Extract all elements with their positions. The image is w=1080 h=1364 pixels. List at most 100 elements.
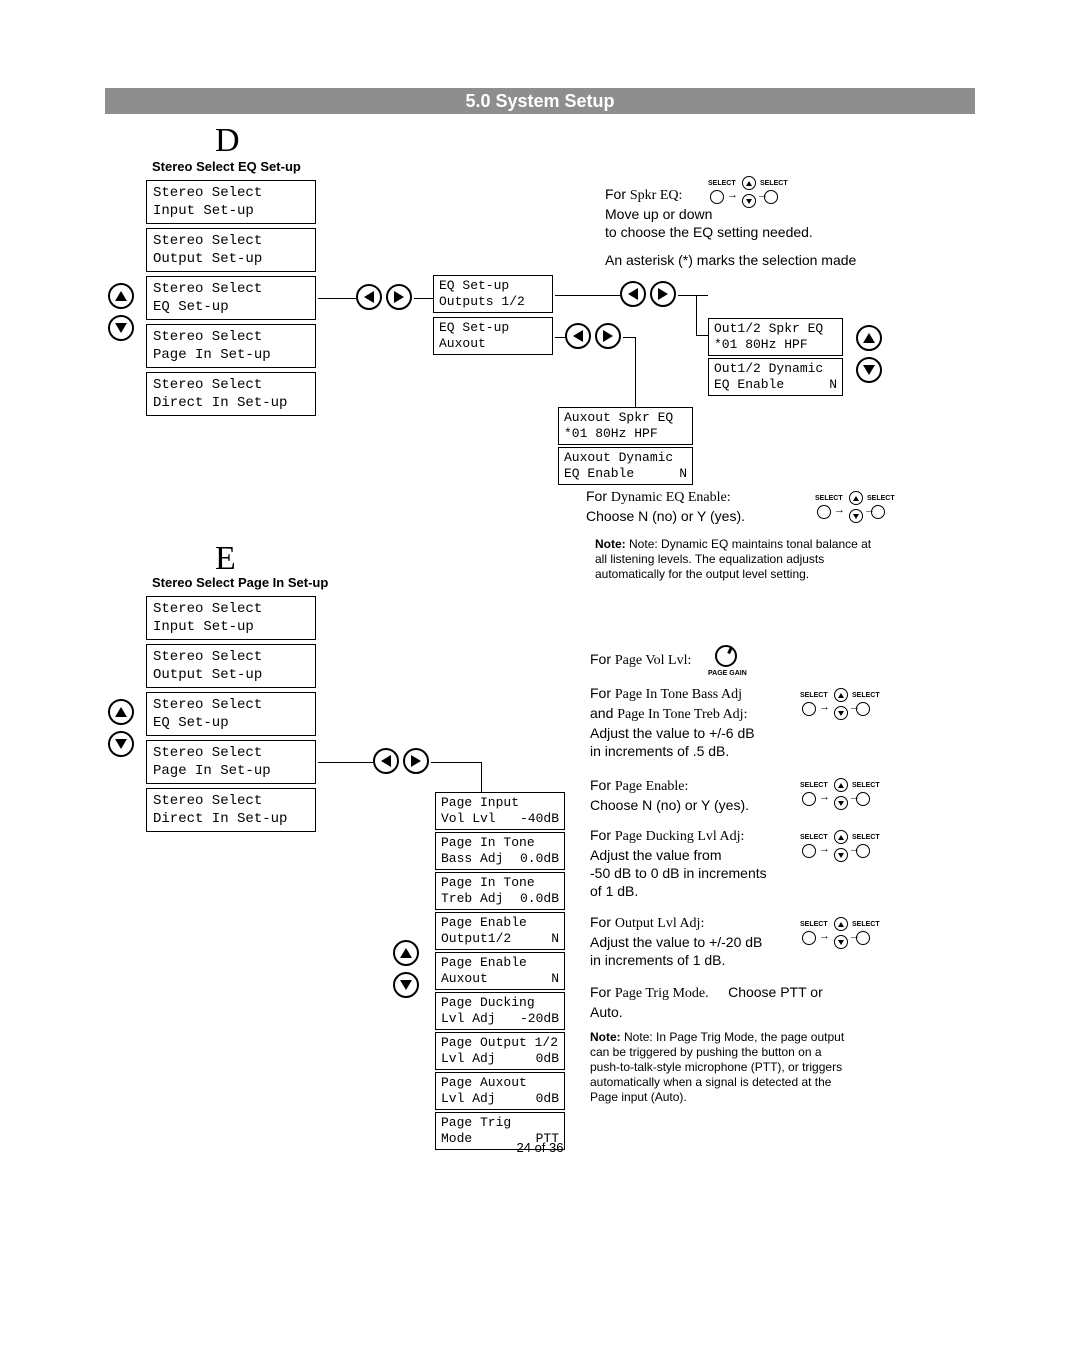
t: Note: Dynamic EQ maintains tonal balance… — [595, 537, 871, 581]
menu-item: Stereo Select Output Set-up — [146, 228, 316, 272]
select-icon — [817, 505, 831, 519]
lcd-value: 0.0dB — [520, 851, 559, 867]
select-widget[interactable]: SELECT SELECT → → — [800, 826, 870, 864]
connector-line — [555, 337, 565, 338]
menu-text: Stereo Select Input Set-up — [153, 601, 262, 635]
nav-up-button[interactable] — [108, 699, 134, 725]
chevron-up-icon — [863, 333, 875, 343]
chevron-left-icon — [573, 330, 583, 342]
lcd-line: Lvl Adj — [441, 1011, 496, 1027]
eq-item: Out1/2 Dynamic EQ EnableN — [708, 358, 843, 396]
lcd-value: -20dB — [520, 1011, 559, 1027]
nav-up-button[interactable] — [393, 940, 419, 966]
t: Page Ducking Lvl Adj: — [615, 829, 745, 844]
t: Adjust the value from -50 dB to 0 dB in … — [590, 847, 767, 899]
connector-line — [696, 335, 708, 336]
select-widget[interactable]: SELECT SELECT → → — [815, 487, 885, 525]
nav-down-button[interactable] — [108, 731, 134, 757]
chevron-left-icon — [628, 288, 638, 300]
note-text: Note: Note: In Page Trig Mode, the page … — [590, 1030, 850, 1105]
connector-line — [678, 295, 696, 296]
param-item: Page In ToneBass Adj0.0dB — [435, 832, 565, 870]
lcd-line: Treb Adj — [441, 891, 503, 907]
knob-label: PAGE GAIN — [708, 670, 747, 677]
t: For — [590, 984, 611, 1000]
eq-item: Auxout Dynamic EQ EnableN — [558, 447, 693, 485]
gain-knob-icon[interactable] — [715, 645, 737, 667]
nav-left-button[interactable] — [356, 284, 382, 310]
nav-up-button[interactable] — [108, 283, 134, 309]
menu-text: Stereo Select Input Set-up — [153, 185, 262, 219]
lcd-line: Page Ducking — [441, 995, 559, 1011]
select-label: SELECT — [852, 782, 880, 789]
chevron-left-icon — [364, 291, 374, 303]
select-label: SELECT — [852, 834, 880, 841]
menu-text: Stereo Select Direct In Set-up — [153, 793, 287, 827]
lcd-value: N — [551, 931, 559, 947]
note-text: Note: Note: Dynamic EQ maintains tonal b… — [595, 537, 885, 582]
lcd-line: Auxout Dynamic — [564, 450, 687, 466]
nav-down-button[interactable] — [856, 357, 882, 383]
instruction-text: An asterisk (*) marks the selection made — [605, 251, 925, 269]
nav-down-button[interactable] — [393, 972, 419, 998]
select-widget[interactable]: SELECT SELECT → → — [708, 172, 778, 210]
t: Page In Tone Treb Adj: — [617, 707, 747, 722]
t: and — [590, 705, 613, 721]
select-label: SELECT — [708, 180, 736, 187]
nav-up-button[interactable] — [856, 325, 882, 351]
t: Page In Tone Bass Adj — [615, 687, 742, 702]
page: 5.0 System Setup D Stereo Select EQ Set-… — [0, 0, 1080, 1364]
t: For — [590, 914, 611, 930]
lcd-line: Page Auxout — [441, 1075, 559, 1091]
nav-left-button[interactable] — [565, 323, 591, 349]
select-label: SELECT — [800, 782, 828, 789]
t: Note: In Page Trig Mode, the page output… — [590, 1030, 844, 1104]
lcd-line: Page Output 1/2 — [441, 1035, 559, 1051]
select-widget[interactable]: SELECT SELECT → → — [800, 684, 870, 722]
nav-right-button[interactable] — [650, 281, 676, 307]
lcd-line: Auxout — [439, 336, 547, 352]
chevron-up-icon — [115, 707, 127, 717]
nav-left-button[interactable] — [620, 281, 646, 307]
lcd-line: EQ Set-up — [439, 320, 547, 336]
lcd-line: *01 80Hz HPF — [564, 426, 687, 442]
t: Page Vol Lvl: — [615, 653, 692, 668]
nav-left-button[interactable] — [373, 748, 399, 774]
t: Move up or down to choose the EQ setting… — [605, 206, 813, 240]
menu-text: Stereo Select Output Set-up — [153, 233, 262, 267]
connector-line — [623, 337, 635, 338]
chevron-down-icon — [115, 739, 127, 749]
page-title: 5.0 System Setup — [105, 88, 975, 114]
lcd-line: EQ Enable — [714, 377, 784, 393]
select-label: SELECT — [815, 495, 843, 502]
chevron-up-icon — [400, 948, 412, 958]
instruction-text: For Dynamic EQ Enable: Choose N (no) or … — [586, 487, 846, 525]
lcd-line: Bass Adj — [441, 851, 503, 867]
select-icon — [710, 190, 724, 204]
select-widget[interactable]: SELECT SELECT → → — [800, 774, 870, 812]
connector-line — [414, 298, 433, 299]
lcd-value: N — [551, 971, 559, 987]
nav-right-button[interactable] — [386, 284, 412, 310]
section-e-label: Stereo Select Page In Set-up — [152, 575, 328, 590]
nav-right-button[interactable] — [595, 323, 621, 349]
nav-down-button[interactable] — [108, 315, 134, 341]
instruction-text: For Page Enable: Choose N (no) or Y (yes… — [590, 776, 800, 814]
section-d-label: Stereo Select EQ Set-up — [152, 159, 301, 174]
lcd-line: Page In Tone — [441, 875, 559, 891]
select-widget[interactable]: SELECT SELECT → → — [800, 913, 870, 951]
t: For — [590, 777, 611, 793]
t: For — [590, 651, 611, 667]
nav-right-button[interactable] — [403, 748, 429, 774]
menu-item: Stereo Select EQ Set-up — [146, 692, 316, 736]
section-e-letter: E — [215, 540, 236, 578]
instruction-text: For Page Trig Mode. Choose PTT or Auto. — [590, 983, 850, 1021]
select-label: SELECT — [852, 692, 880, 699]
lcd-value: 0.0dB — [520, 891, 559, 907]
menu-item: Stereo Select Input Set-up — [146, 180, 316, 224]
instruction-text: For Output Lvl Adj: Adjust the value to … — [590, 913, 810, 969]
select-label: SELECT — [760, 180, 788, 187]
lcd-line: Out1/2 Spkr EQ — [714, 321, 837, 337]
connector-line — [635, 337, 636, 407]
section-d-letter: D — [215, 122, 240, 160]
